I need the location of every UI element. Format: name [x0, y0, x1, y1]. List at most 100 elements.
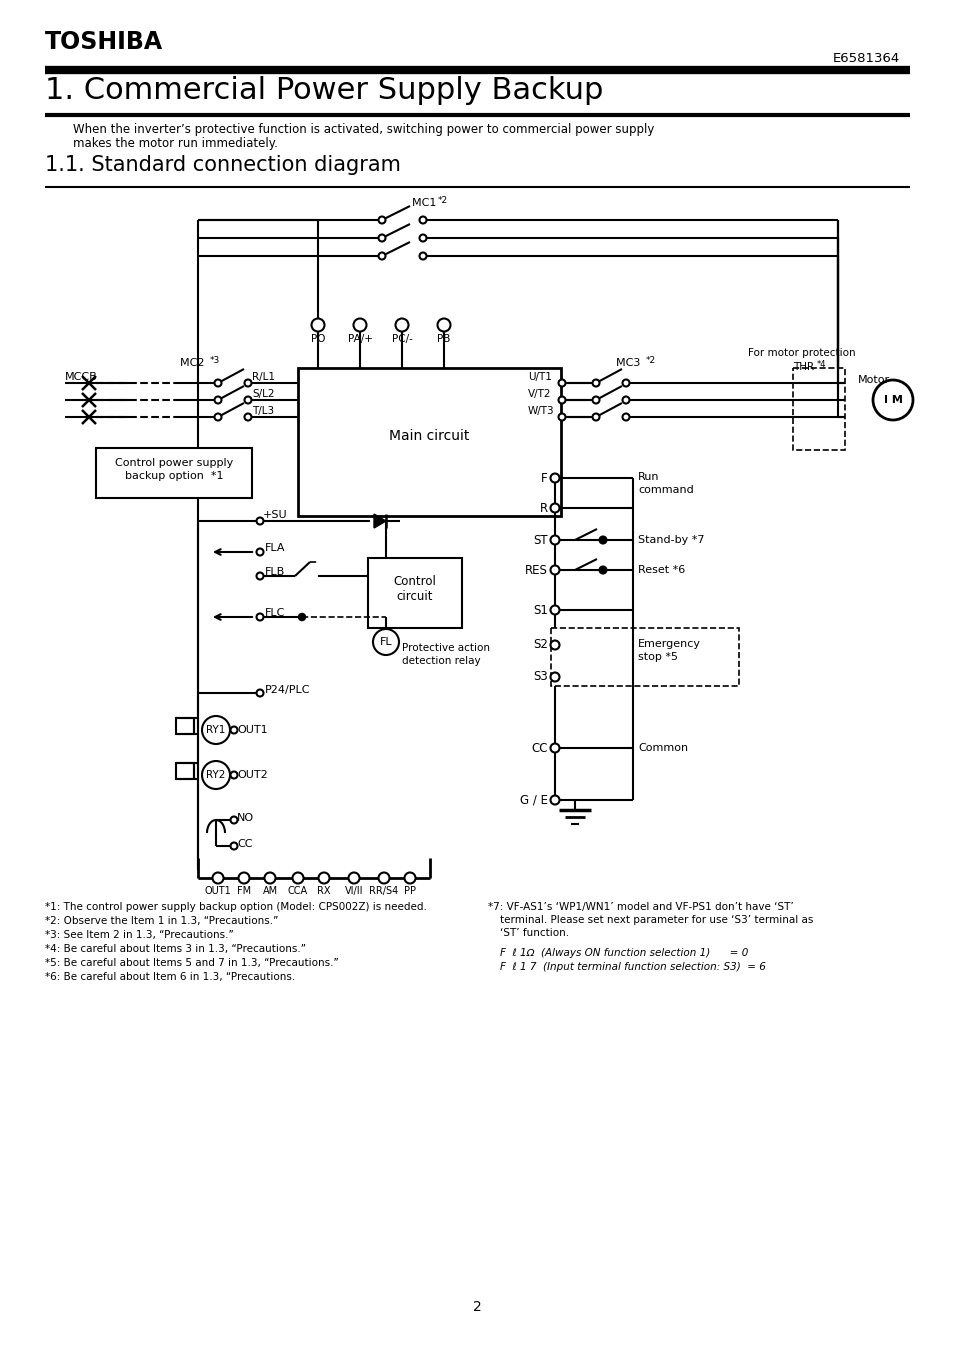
Text: G / E: G / E [519, 794, 547, 806]
Circle shape [378, 872, 389, 883]
Text: makes the motor run immediately.: makes the motor run immediately. [73, 136, 277, 150]
Text: Motor: Motor [857, 375, 889, 385]
Text: *2: *2 [437, 196, 448, 205]
Circle shape [264, 872, 275, 883]
Text: detection relay: detection relay [401, 656, 480, 666]
Circle shape [378, 235, 385, 242]
Text: S2: S2 [533, 639, 547, 652]
Text: S3: S3 [533, 671, 547, 683]
Text: *6: Be careful about Item 6 in 1.3, “Precautions.: *6: Be careful about Item 6 in 1.3, “Pre… [45, 972, 294, 981]
Text: *3: *3 [210, 356, 220, 365]
Circle shape [437, 319, 450, 332]
Bar [551, 628, 739, 686]
Text: ST: ST [533, 533, 547, 547]
Text: MC2: MC2 [180, 358, 208, 369]
Text: Run: Run [638, 472, 659, 482]
Text: MCCB: MCCB [65, 373, 97, 382]
Circle shape [872, 379, 912, 420]
Text: Reset *6: Reset *6 [638, 566, 684, 575]
Circle shape [550, 474, 558, 482]
Circle shape [558, 379, 565, 386]
Circle shape [378, 252, 385, 259]
Circle shape [238, 872, 250, 883]
Circle shape [213, 872, 223, 883]
Circle shape [298, 614, 305, 620]
Text: RES: RES [524, 563, 547, 576]
Text: *4: *4 [816, 360, 825, 369]
Circle shape [231, 817, 237, 824]
Circle shape [419, 252, 426, 259]
Text: RY1: RY1 [206, 725, 226, 734]
Text: PB: PB [436, 333, 450, 344]
Bar [175, 763, 193, 779]
Bar [368, 558, 461, 628]
Text: VI/II: VI/II [344, 886, 363, 896]
Text: PO: PO [311, 333, 325, 344]
Circle shape [622, 379, 629, 386]
Text: OUT1: OUT1 [236, 725, 268, 734]
Text: P24/PLC: P24/PLC [265, 684, 310, 695]
Text: For motor protection: For motor protection [747, 348, 855, 358]
Circle shape [404, 872, 416, 883]
Text: FL: FL [379, 637, 392, 647]
Circle shape [354, 319, 366, 332]
Circle shape [550, 744, 558, 752]
Text: RX: RX [317, 886, 331, 896]
Circle shape [622, 397, 629, 404]
Circle shape [318, 872, 329, 883]
Text: PA/+: PA/+ [347, 333, 372, 344]
Bar [175, 718, 193, 734]
Text: OUT1: OUT1 [204, 886, 232, 896]
Circle shape [348, 872, 359, 883]
Text: W/T3: W/T3 [527, 406, 554, 416]
Circle shape [592, 413, 598, 420]
Circle shape [550, 672, 558, 682]
Text: R: R [539, 501, 547, 514]
Circle shape [419, 216, 426, 224]
Text: *7: VF-AS1’s ‘WP1/WN1’ model and VF-PS1 don’t have ‘ST’: *7: VF-AS1’s ‘WP1/WN1’ model and VF-PS1 … [488, 902, 793, 913]
Text: Protective action: Protective action [401, 643, 490, 653]
Text: RY2: RY2 [206, 769, 226, 780]
Text: U/T1: U/T1 [527, 373, 551, 382]
Circle shape [231, 771, 237, 779]
Circle shape [550, 536, 558, 544]
Text: F  ℓ 1Ω  (Always ON function selection 1)      = 0: F ℓ 1Ω (Always ON function selection 1) … [499, 948, 747, 958]
Text: *2: *2 [645, 356, 656, 365]
Text: 2: 2 [472, 1300, 481, 1314]
Circle shape [244, 413, 252, 420]
Text: TOSHIBA: TOSHIBA [45, 30, 163, 54]
Text: PC/-: PC/- [391, 333, 412, 344]
Circle shape [550, 566, 558, 575]
Circle shape [550, 795, 558, 805]
Bar [297, 369, 560, 516]
Text: PP: PP [403, 886, 416, 896]
Circle shape [256, 572, 263, 579]
Circle shape [231, 842, 237, 849]
Text: OUT2: OUT2 [236, 769, 268, 780]
Text: FLB: FLB [265, 567, 285, 576]
Circle shape [550, 504, 558, 513]
Circle shape [293, 872, 303, 883]
Text: Control power supply: Control power supply [114, 458, 233, 468]
Text: *5: Be careful about Items 5 and 7 in 1.3, “Precautions.”: *5: Be careful about Items 5 and 7 in 1.… [45, 958, 338, 968]
Text: *2: Observe the Item 1 in 1.3, “Precautions.”: *2: Observe the Item 1 in 1.3, “Precauti… [45, 917, 278, 926]
Circle shape [312, 319, 324, 332]
Text: RR/S4: RR/S4 [369, 886, 398, 896]
Text: T/L3: T/L3 [252, 406, 274, 416]
Circle shape [395, 319, 408, 332]
Text: E6581364: E6581364 [832, 53, 899, 65]
Text: I M: I M [882, 396, 902, 405]
Circle shape [419, 235, 426, 242]
Circle shape [550, 606, 558, 614]
Circle shape [256, 613, 263, 621]
Circle shape [256, 548, 263, 555]
Text: AM: AM [262, 886, 277, 896]
Text: F  ℓ 1 7  (Input terminal function selection: S3)  = 6: F ℓ 1 7 (Input terminal function selecti… [499, 963, 765, 972]
Text: CC: CC [531, 741, 547, 755]
Text: S/L2: S/L2 [252, 389, 274, 400]
Circle shape [202, 761, 230, 788]
Text: ‘ST’ function.: ‘ST’ function. [499, 927, 569, 938]
Circle shape [202, 716, 230, 744]
Text: Common: Common [638, 743, 687, 753]
Text: 1.1. Standard connection diagram: 1.1. Standard connection diagram [45, 155, 400, 176]
